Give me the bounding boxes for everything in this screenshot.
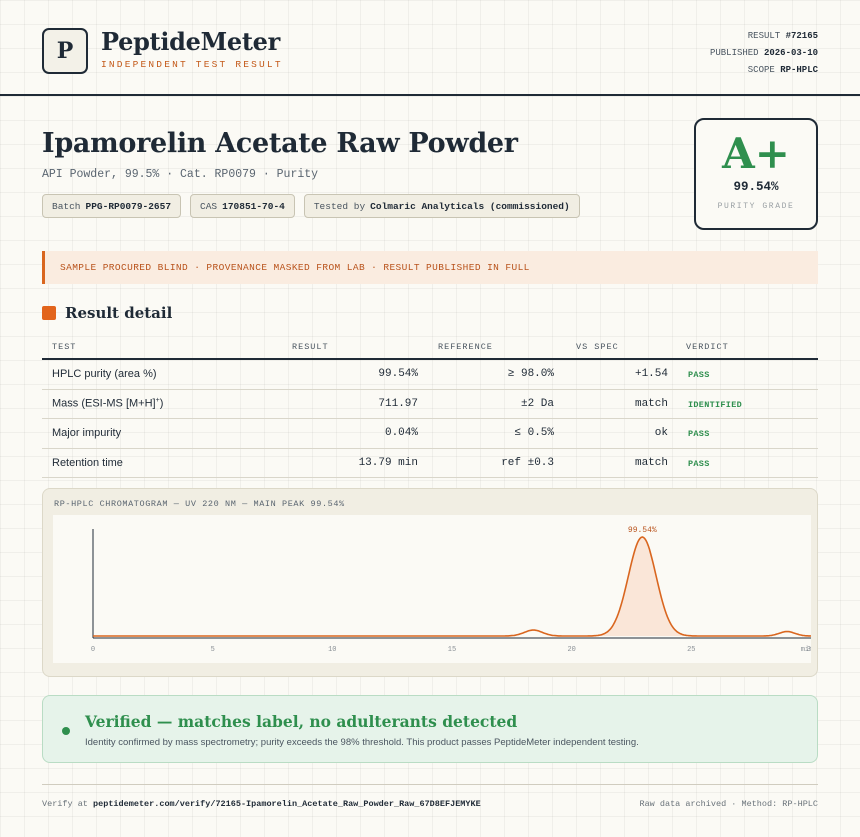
purity-grade-card: A+ 99.54% PURITY GRADE xyxy=(694,118,818,230)
chromatogram-svg: 99.54% 051015202530min xyxy=(91,526,815,654)
cell-vs-spec: ok xyxy=(654,427,668,440)
cell-result: 13.79 min xyxy=(358,456,418,469)
tested-by-chip: Tested by Colmaric Analyticals (commissio… xyxy=(303,194,580,218)
provenance-banner: SAMPLE PROCURED BLIND · PROVENANCE MASKE… xyxy=(42,251,818,284)
verdict-badge: IDENTIFIED xyxy=(688,399,743,410)
verdict-badge: PASS xyxy=(688,370,710,381)
x-axis-ticks: 051015202530min xyxy=(91,646,815,654)
result-label: RESULT xyxy=(747,31,781,41)
cell-reference: ≥ 98.0% xyxy=(507,368,554,381)
verified-title: Verified — matches label, no adulterants… xyxy=(85,712,518,731)
x-tick-label: 15 xyxy=(448,646,456,654)
cell-reference: ±2 Da xyxy=(520,397,554,410)
table-row: Retention time 13.79 min ref ±0.3 match … xyxy=(42,449,818,478)
superscript-plus: + xyxy=(155,397,160,405)
result-table: TEST RESULT REFERENCE VS SPEC VERDICT HP… xyxy=(42,336,818,478)
table-row: Major impurity 0.04% ≤ 0.5% ok PASS xyxy=(42,419,818,449)
col-vs-spec: VS SPEC xyxy=(576,342,619,352)
verdict-badge: PASS xyxy=(688,458,710,469)
published-date: 2026-03-10 xyxy=(763,48,818,58)
cell-vs-spec: match xyxy=(634,456,668,469)
cell-vs-spec: match xyxy=(634,397,668,410)
x-axis-unit-label: min xyxy=(801,646,811,654)
cell-test: Retention time xyxy=(52,456,123,469)
table-header: TEST RESULT REFERENCE VS SPEC VERDICT xyxy=(42,336,818,360)
section-marker xyxy=(42,306,56,320)
x-tick-label: 5 xyxy=(211,646,215,654)
cas-chip: CAS 170851-70-4 xyxy=(190,194,295,218)
published-label: PUBLISHED xyxy=(709,48,759,58)
table-row: Mass (ESI-MS [M+H]+) 711.97 ±2 Da match … xyxy=(42,390,818,419)
verify-line: Verify at peptidemeter.com/verify/72165-… xyxy=(42,799,481,809)
chromatogram-plot-area: 99.54% 051015202530min xyxy=(53,515,815,663)
batch-chip: Batch PPG-RP0079-2657 xyxy=(42,194,182,218)
brand-subtitle: INDEPENDENT TEST RESULT xyxy=(101,59,283,70)
cell-result: 99.54% xyxy=(378,368,418,381)
footer-divider xyxy=(42,784,818,785)
scope-label: SCOPE xyxy=(747,65,775,75)
verified-description: Identity confirmed by mass spectrometry;… xyxy=(85,737,639,748)
result-id: #72165 xyxy=(785,31,818,41)
peak-fill xyxy=(597,537,687,636)
cell-result: 0.04% xyxy=(384,427,418,440)
cell-test: Mass (ESI-MS [M+H]+) xyxy=(52,397,164,411)
grade-label: PURITY GRADE xyxy=(717,202,795,211)
verify-prefix: Verify at xyxy=(42,799,88,809)
chip-value: Colmaric Analyticals (commissioned) xyxy=(370,200,570,212)
brand-logo: P xyxy=(42,28,88,74)
report-meta: RESULT #72165 PUBLISHED 2026-03-10 SCOPE… xyxy=(710,28,818,79)
section-title: Result detail xyxy=(65,304,173,322)
grade-percent: 99.54% xyxy=(733,180,779,194)
published-line: PUBLISHED 2026-03-10 xyxy=(710,45,818,62)
chip-value: PPG-RP0079-2657 xyxy=(85,200,172,212)
col-test: TEST xyxy=(52,342,77,352)
scope-value: RP-HPLC xyxy=(780,65,818,75)
table-row: HPLC purity (area %) 99.54% ≥ 98.0% +1.5… xyxy=(42,360,818,390)
footer-method: Raw data archived · Method: RP-HPLC xyxy=(639,799,818,809)
cell-test: HPLC purity (area %) xyxy=(52,368,157,381)
chromatogram-panel: RP-HPLC CHROMATOGRAM — UV 220 NM — MAIN … xyxy=(42,488,818,677)
cell-vs-spec: +1.54 xyxy=(634,368,668,381)
product-subtitle: API Powder, 99.5% · Cat. RP0079 · Purity xyxy=(42,168,319,181)
product-chips: Batch PPG-RP0079-2657 CAS 170851-70-4 Test… xyxy=(42,194,580,218)
scope-line: SCOPE RP-HPLC xyxy=(710,62,818,79)
col-result: RESULT xyxy=(292,342,329,352)
verified-status-dot xyxy=(62,727,70,735)
chip-label: Batch xyxy=(52,200,81,212)
cell-reference: ref ±0.3 xyxy=(501,456,554,469)
product-title: Ipamorelin Acetate Raw Powder xyxy=(42,128,518,159)
chromatogram-title: RP-HPLC CHROMATOGRAM — UV 220 NM — MAIN … xyxy=(54,499,345,509)
chip-label: Tested by xyxy=(313,200,366,212)
cell-test: Major impurity xyxy=(52,427,122,440)
verified-panel: Verified — matches label, no adulterants… xyxy=(42,695,818,763)
verdict-badge: PASS xyxy=(688,429,710,440)
col-reference: REFERENCE xyxy=(438,342,493,352)
grade-letter: A+ xyxy=(722,129,790,178)
cell-result: 711.97 xyxy=(378,397,418,410)
main-peak-label: 99.54% xyxy=(628,526,657,535)
verify-link[interactable]: peptidemeter.com/verify/72165-Ipamorelin… xyxy=(93,799,481,809)
x-tick-label: 10 xyxy=(328,646,336,654)
x-tick-label: 25 xyxy=(687,646,695,654)
result-id-line: RESULT #72165 xyxy=(710,28,818,45)
col-verdict: VERDICT xyxy=(686,342,729,352)
x-tick-label: 20 xyxy=(567,646,575,654)
chromatogram-trace xyxy=(93,536,812,637)
brand-name: PeptideMeter xyxy=(101,27,280,56)
chip-label: CAS xyxy=(200,200,218,212)
report-header: P PeptideMeter INDEPENDENT TEST RESULT R… xyxy=(0,0,860,96)
chip-value: 170851-70-4 xyxy=(222,200,285,212)
x-tick-label: 0 xyxy=(91,646,95,654)
cell-reference: ≤ 0.5% xyxy=(514,427,554,440)
